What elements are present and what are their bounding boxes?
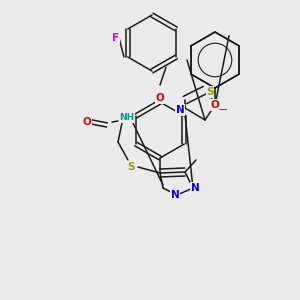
Text: S: S bbox=[206, 87, 214, 97]
Text: F: F bbox=[112, 33, 120, 43]
Text: N: N bbox=[171, 190, 179, 200]
Text: N: N bbox=[190, 183, 200, 193]
Text: S: S bbox=[127, 162, 135, 172]
Text: N: N bbox=[176, 105, 184, 115]
Text: NH: NH bbox=[119, 113, 135, 122]
Text: O: O bbox=[211, 100, 219, 110]
Text: O: O bbox=[156, 93, 164, 103]
Text: O: O bbox=[82, 117, 91, 127]
Text: —: — bbox=[219, 106, 227, 115]
